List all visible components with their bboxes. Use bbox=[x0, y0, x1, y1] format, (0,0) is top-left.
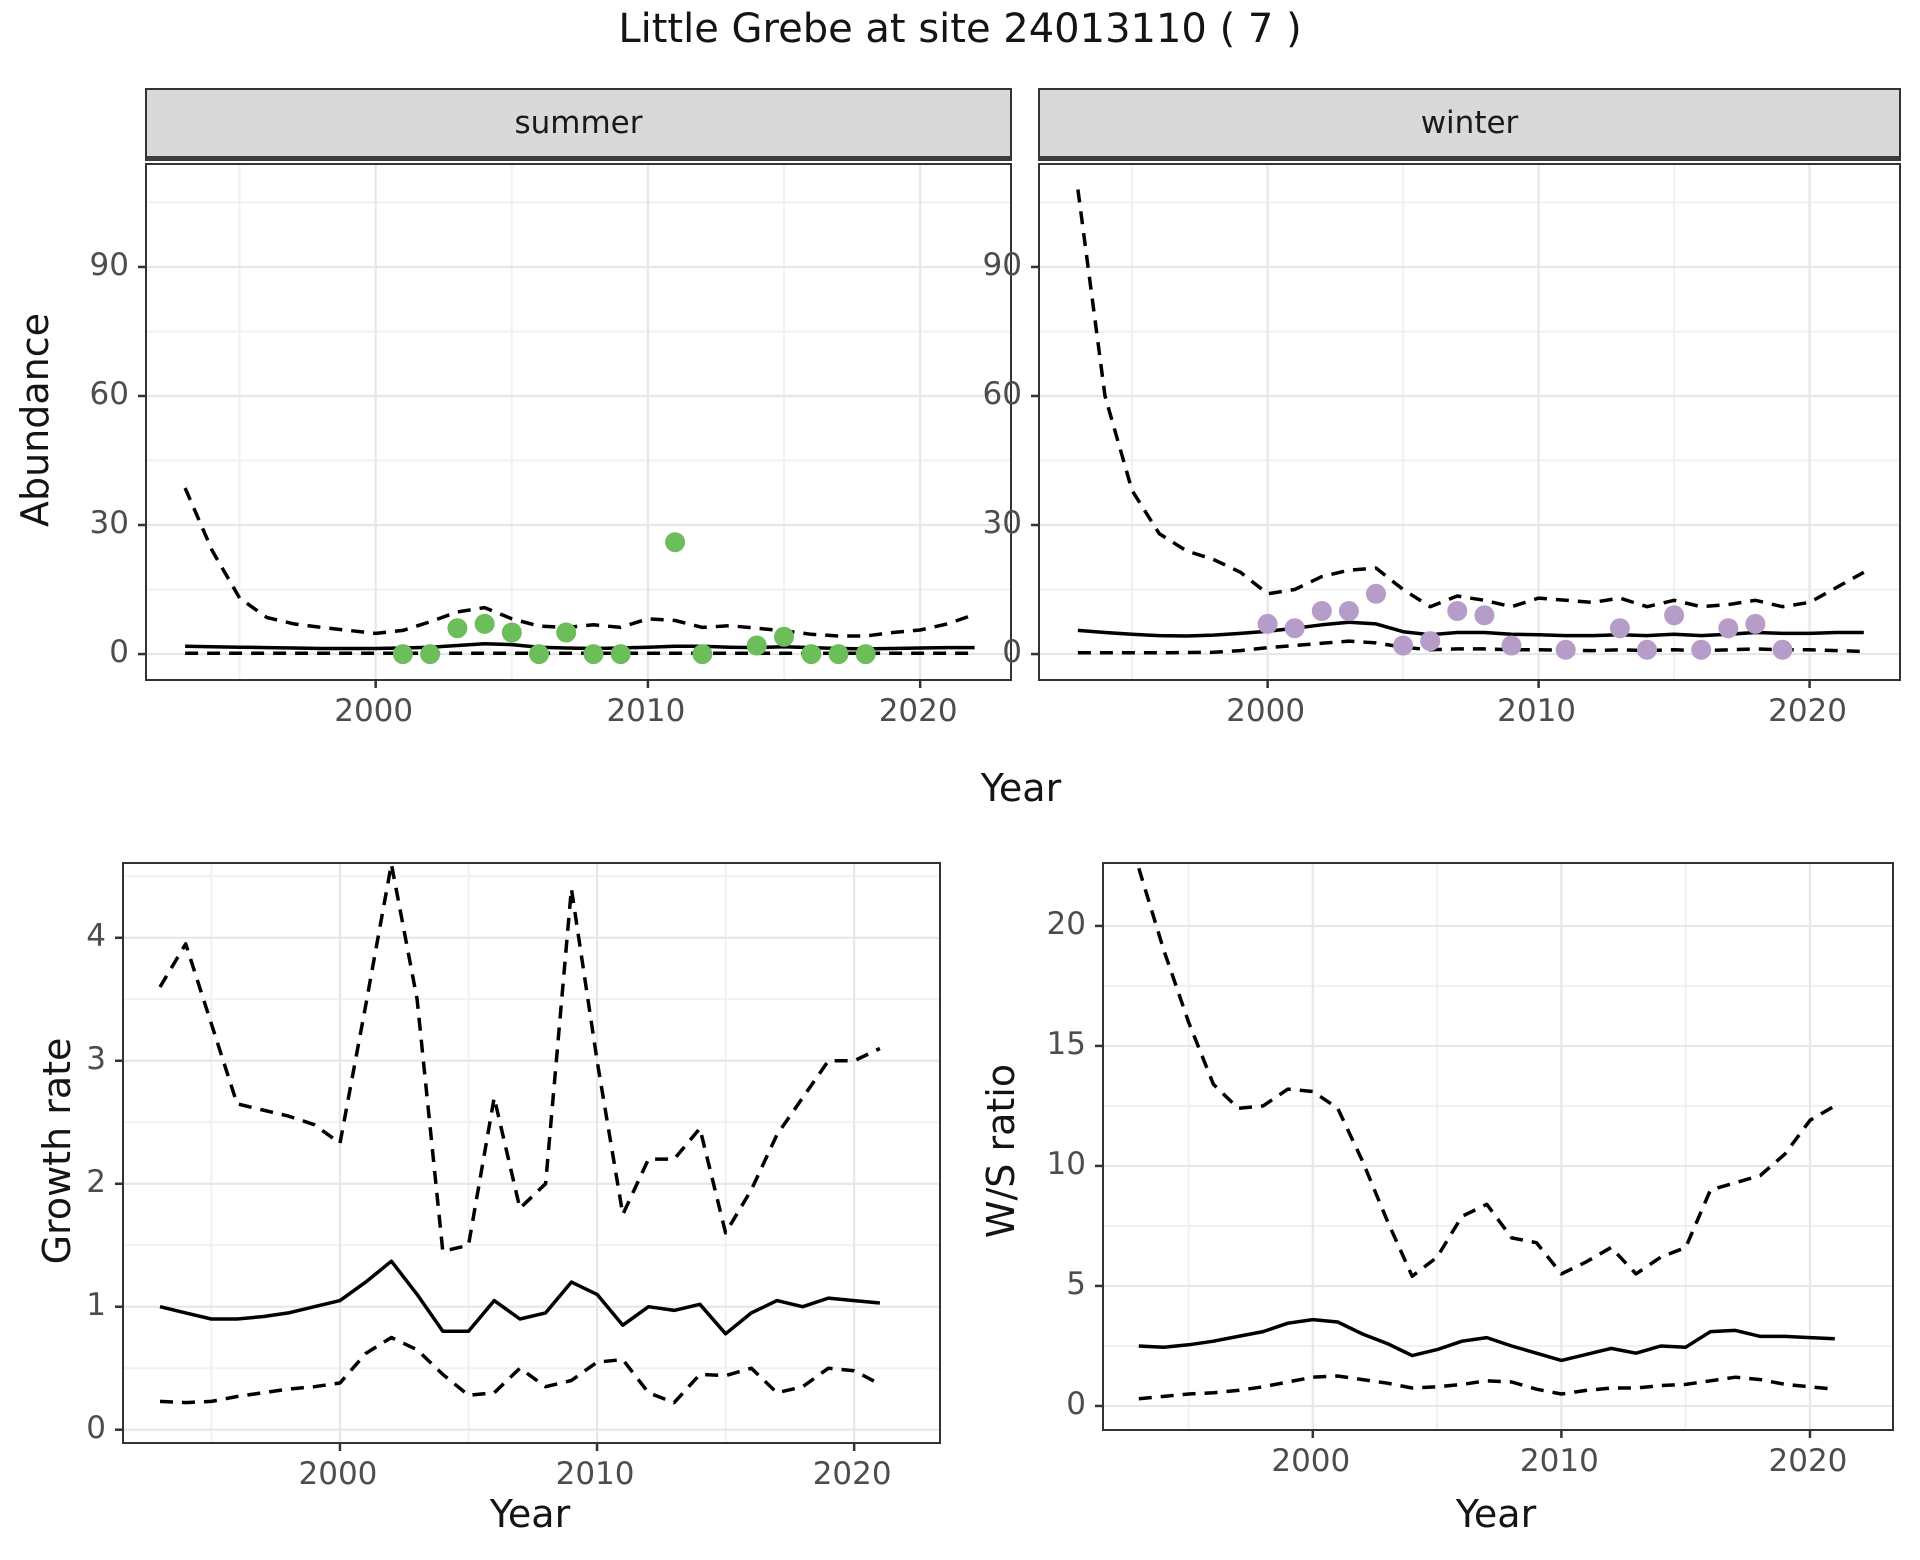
y-axis-title-abundance: Abundance bbox=[13, 312, 57, 528]
data-point-winter-2011 bbox=[1555, 639, 1576, 660]
data-point-winter-2004 bbox=[1366, 583, 1386, 604]
facet-strip-winter-label: winter bbox=[1420, 105, 1519, 141]
data-point-winter-2016 bbox=[1691, 639, 1712, 660]
x-tick-label: 2020 bbox=[878, 693, 958, 729]
series-line-mean bbox=[159, 1259, 881, 1336]
x-tick-label: 2020 bbox=[1768, 1443, 1848, 1479]
data-point-winter-2017 bbox=[1718, 618, 1739, 639]
data-point-summer-2006 bbox=[529, 644, 549, 665]
series-line-lower_ci bbox=[1077, 639, 1864, 655]
x-tick-label: 2020 bbox=[1768, 693, 1848, 729]
data-point-summer-2012 bbox=[692, 644, 713, 665]
series-line-mean bbox=[1138, 1317, 1835, 1363]
series-line-upper_ci bbox=[1137, 867, 1836, 1279]
x-tick-label: 2000 bbox=[1271, 1443, 1351, 1479]
facet-strip-summer: summer bbox=[145, 88, 1012, 161]
data-point-summer-2009 bbox=[610, 644, 631, 665]
data-point-winter-2009 bbox=[1501, 635, 1522, 656]
data-point-winter-2003 bbox=[1338, 601, 1359, 621]
data-point-winter-2014 bbox=[1637, 639, 1657, 660]
series-line-upper_ci bbox=[1076, 189, 1865, 609]
data-point-summer-2018 bbox=[855, 644, 876, 665]
panel-ws-ratio bbox=[1095, 862, 1894, 1438]
data-point-summer-2016 bbox=[801, 644, 822, 665]
data-point-winter-2002 bbox=[1311, 601, 1332, 621]
x-tick-label: 2000 bbox=[1226, 693, 1306, 729]
data-point-summer-2005 bbox=[501, 622, 522, 643]
data-point-summer-2008 bbox=[583, 644, 604, 665]
facet-strip-winter: winter bbox=[1038, 88, 1901, 161]
panel-growth-rate bbox=[115, 862, 941, 1451]
x-tick-label: 2000 bbox=[334, 693, 414, 729]
data-point-winter-2000 bbox=[1257, 613, 1278, 634]
x-axis-title-growth-rate: Year bbox=[489, 1492, 571, 1536]
x-axis-title-ws-ratio: Year bbox=[1455, 1492, 1537, 1536]
series-line-lower_ci bbox=[159, 1335, 881, 1405]
data-point-winter-2005 bbox=[1393, 635, 1414, 656]
data-point-summer-2015 bbox=[774, 626, 794, 647]
page-title: Little Grebe at site 24013110 ( 7 ) bbox=[618, 6, 1302, 52]
data-point-winter-2018 bbox=[1745, 613, 1766, 634]
data-point-summer-2014 bbox=[746, 635, 767, 656]
panel-abundance-winter bbox=[1031, 163, 1901, 688]
data-point-winter-2007 bbox=[1447, 601, 1468, 621]
series-line-lower_ci bbox=[1138, 1374, 1835, 1401]
facet-strip-summer-label: summer bbox=[514, 105, 643, 141]
data-point-winter-2006 bbox=[1420, 631, 1441, 652]
x-tick-label: 2010 bbox=[555, 1456, 635, 1492]
data-point-winter-2019 bbox=[1772, 639, 1793, 660]
data-point-winter-2008 bbox=[1474, 605, 1495, 626]
data-point-summer-2002 bbox=[420, 644, 441, 665]
y-tick-label: 0 bbox=[86, 1409, 106, 1446]
y-axis-title-growth-rate: Growth rate bbox=[35, 1037, 79, 1265]
data-point-summer-2001 bbox=[392, 644, 413, 665]
data-point-summer-2003 bbox=[447, 618, 468, 639]
panel-abundance-summer bbox=[138, 163, 1012, 688]
data-point-winter-2015 bbox=[1664, 605, 1685, 626]
x-tick-label: 2010 bbox=[1497, 693, 1577, 729]
data-point-winter-2013 bbox=[1609, 618, 1630, 639]
x-tick-label: 2000 bbox=[298, 1456, 378, 1492]
x-tick-label: 2010 bbox=[606, 693, 686, 729]
x-axis-title-abundance: Year bbox=[980, 766, 1062, 810]
y-axis-title-ws-ratio: W/S ratio bbox=[979, 1063, 1023, 1239]
series-line-mean bbox=[185, 641, 975, 651]
data-point-summer-2007 bbox=[556, 622, 577, 643]
series-line-upper_ci bbox=[158, 862, 881, 1254]
x-tick-label: 2020 bbox=[812, 1456, 892, 1492]
x-tick-label: 2010 bbox=[1519, 1443, 1599, 1479]
series-line-upper_ci bbox=[183, 487, 976, 638]
data-point-summer-2004 bbox=[474, 613, 495, 634]
data-point-winter-2001 bbox=[1284, 618, 1305, 639]
data-point-summer-2017 bbox=[828, 644, 849, 665]
data-point-summer-2011 bbox=[665, 532, 686, 553]
